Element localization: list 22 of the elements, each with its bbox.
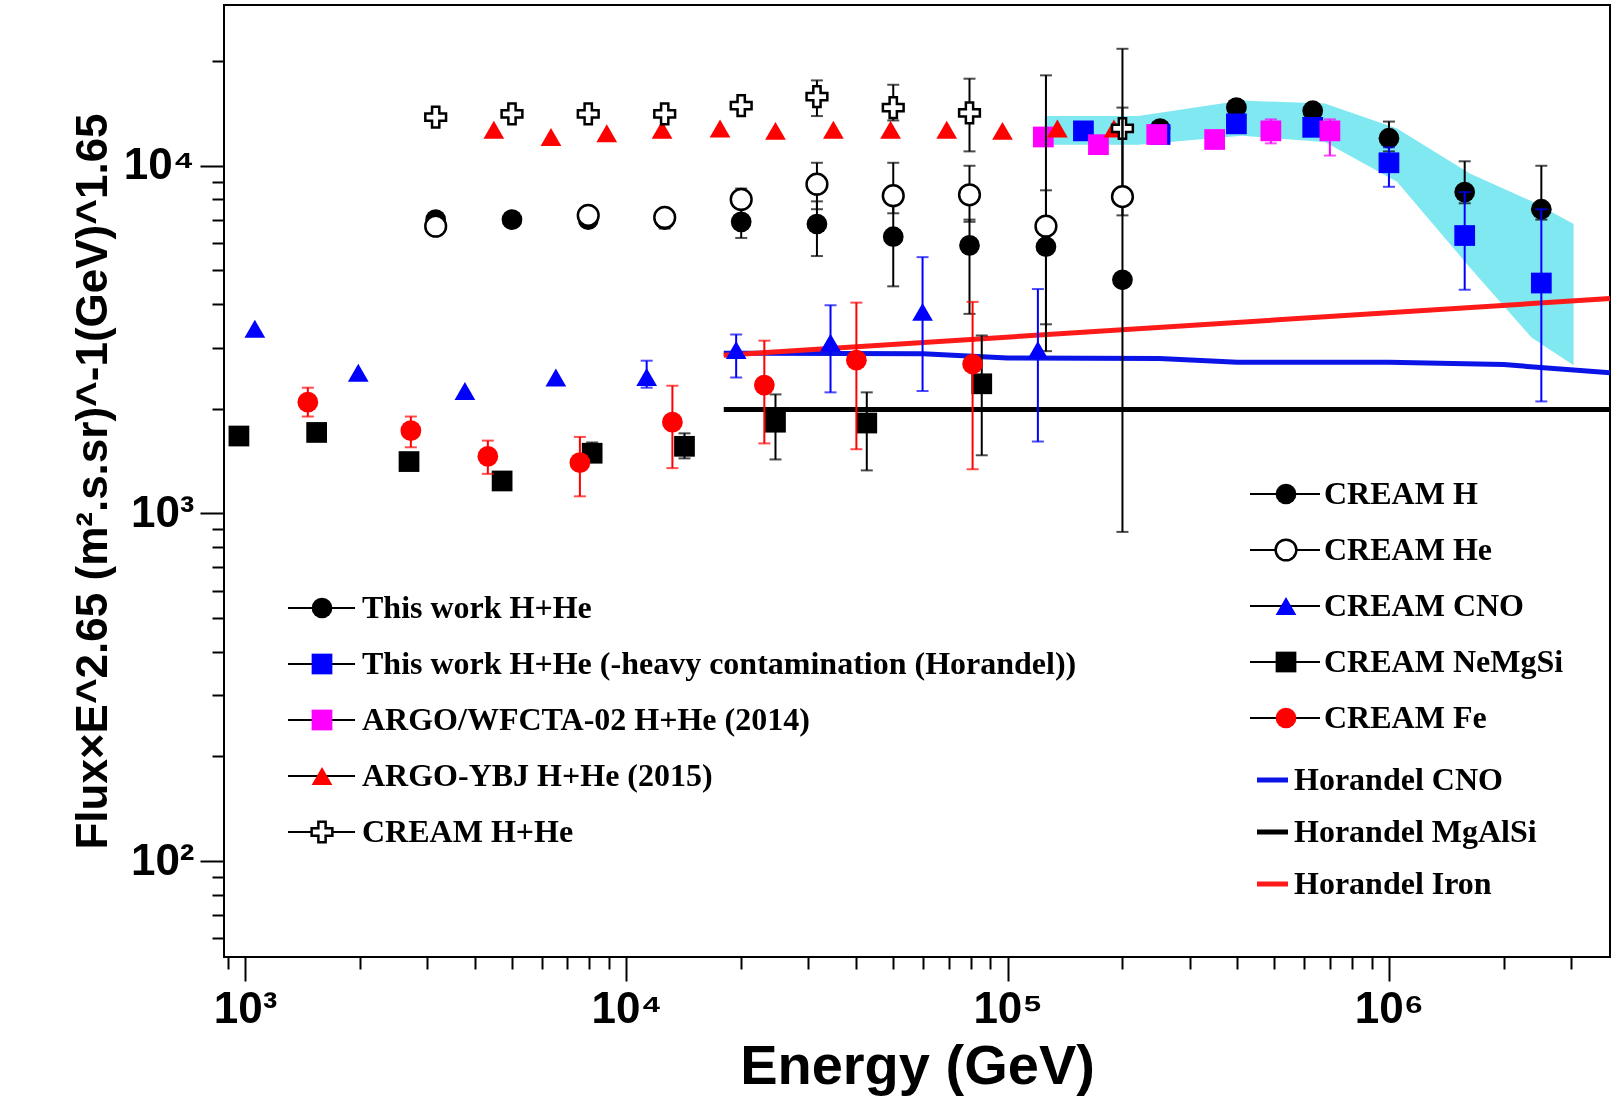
y-tick-label: 10⁴ <box>123 139 195 189</box>
legend-label: CREAM NeMgSi <box>1324 643 1564 679</box>
legend-label: Horandel CNO <box>1294 761 1503 797</box>
x-axis-title: Energy (GeV) <box>740 1032 1095 1096</box>
y-axis-title: Flux×E^2.65 (m².s.sr)^-1(GeV)^1.65 <box>66 113 116 850</box>
legend-label: CREAM CNO <box>1324 587 1524 623</box>
y-tick-label: 10² <box>130 834 195 884</box>
x-tick-label: 10⁴ <box>591 982 663 1032</box>
legend-label: ARGO-YBJ H+He (2015) <box>362 757 713 793</box>
legend-label: CREAM He <box>1324 531 1492 567</box>
legend-label: This work H+He (-heavy contamination (Horandel)) <box>362 645 1077 681</box>
legend-label: CREAM H <box>1324 475 1478 511</box>
x-tick-label: 10⁵ <box>973 982 1043 1032</box>
legend-label: CREAM H+He <box>362 813 574 849</box>
y-tick-label: 10³ <box>130 486 195 536</box>
x-tick-label: 10³ <box>213 982 278 1032</box>
legend-label: This work H+He <box>362 589 592 625</box>
x-tick-label: 10⁶ <box>1354 982 1425 1032</box>
legend-label: Horandel Iron <box>1294 865 1492 901</box>
legend-label: ARGO/WFCTA-02 H+He (2014) <box>362 701 810 737</box>
legend-label: CREAM Fe <box>1324 699 1487 735</box>
legend-label: Horandel MgAlSi <box>1294 813 1537 849</box>
